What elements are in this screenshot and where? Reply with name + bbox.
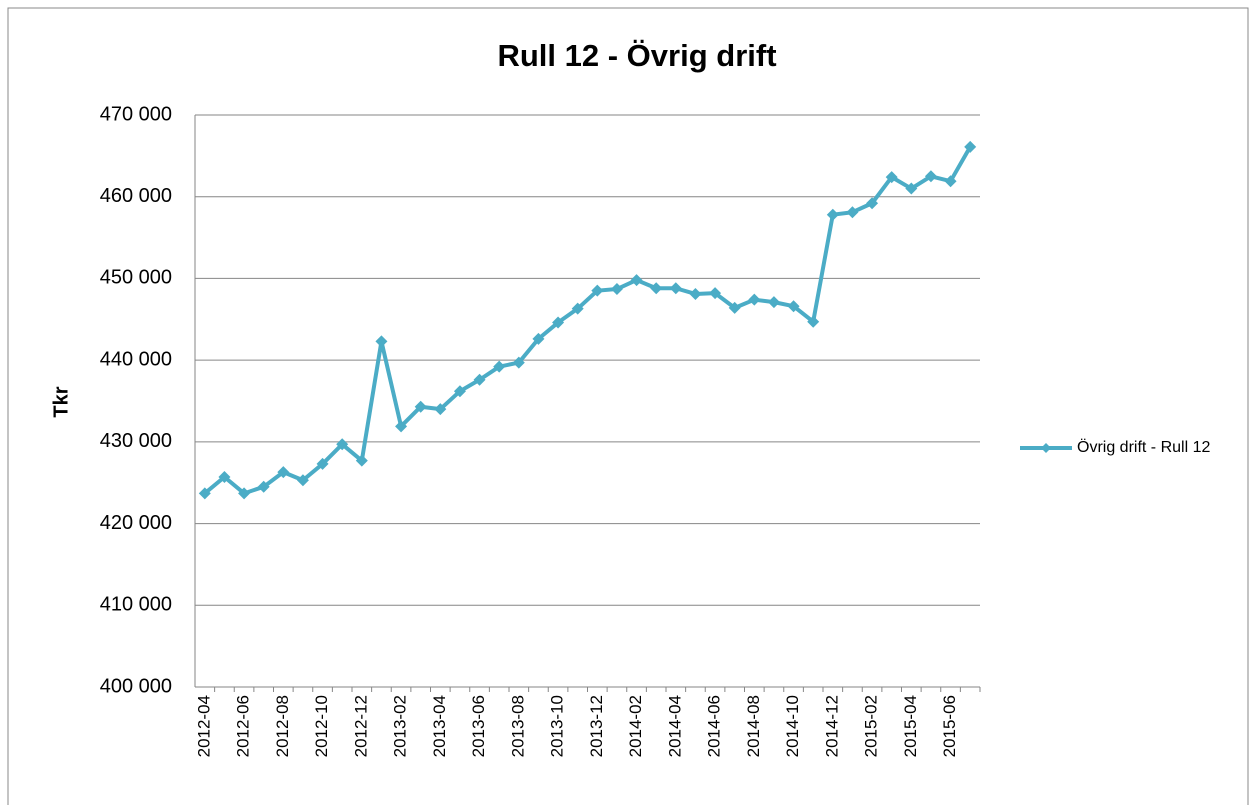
y-axis-label: Tkr xyxy=(50,386,72,417)
chart-frame xyxy=(7,7,1249,805)
x-tick-label: 2014-08 xyxy=(744,695,763,757)
data-point xyxy=(552,316,565,329)
chart-title: Rull 12 - Övrig drift xyxy=(497,38,776,73)
data-point xyxy=(807,315,820,328)
data-point xyxy=(767,296,780,309)
data-point xyxy=(728,301,741,314)
x-tick-label: 2013-02 xyxy=(391,695,410,757)
y-tick-label: 400 000 xyxy=(100,675,172,697)
x-tick-label: 2015-06 xyxy=(940,695,959,757)
x-tick-label: 2012-10 xyxy=(312,695,331,757)
x-tick-label: 2013-12 xyxy=(587,695,606,757)
x-tick-label: 2015-02 xyxy=(862,695,881,757)
data-point xyxy=(944,175,957,188)
y-tick-label: 450 000 xyxy=(100,267,172,289)
legend-marker xyxy=(1041,443,1051,453)
data-point xyxy=(493,360,506,373)
data-point xyxy=(198,487,211,500)
data-point xyxy=(846,206,859,219)
data-point xyxy=(826,208,839,221)
data-point xyxy=(277,466,290,479)
data-point xyxy=(905,182,918,195)
x-tick-label: 2012-04 xyxy=(194,695,213,757)
x-tick-label: 2013-06 xyxy=(469,695,488,757)
y-tick-label: 430 000 xyxy=(100,430,172,452)
y-tick-label: 420 000 xyxy=(100,512,172,534)
data-point xyxy=(669,282,682,295)
data-point xyxy=(512,356,525,369)
x-tick-label: 2014-06 xyxy=(705,695,724,757)
x-tick-label: 2014-02 xyxy=(626,695,645,757)
data-point xyxy=(238,487,251,500)
x-tick-label: 2013-04 xyxy=(430,695,449,757)
y-tick-label: 440 000 xyxy=(100,348,172,370)
x-tick-label: 2014-12 xyxy=(822,695,841,757)
data-point xyxy=(414,400,427,413)
data-point xyxy=(336,438,349,451)
y-tick-label: 460 000 xyxy=(100,185,172,207)
x-tick-label: 2012-12 xyxy=(351,695,370,757)
data-point xyxy=(316,457,329,470)
data-point xyxy=(866,197,879,210)
data-point xyxy=(885,171,898,184)
data-point xyxy=(355,454,368,467)
x-tick-label: 2012-06 xyxy=(234,695,253,757)
x-tick-label: 2014-10 xyxy=(783,695,802,757)
data-point xyxy=(296,474,309,487)
data-point xyxy=(395,420,408,433)
data-point xyxy=(964,140,977,153)
data-point xyxy=(650,282,663,295)
data-point xyxy=(630,274,643,287)
x-tick-label: 2013-10 xyxy=(548,695,567,757)
series-line xyxy=(203,145,972,496)
x-tick-label: 2012-08 xyxy=(273,695,292,757)
legend-label: Övrig drift - Rull 12 xyxy=(1077,438,1210,456)
data-point xyxy=(532,332,545,345)
x-tick-label: 2015-04 xyxy=(901,695,920,757)
data-point xyxy=(473,373,486,386)
data-point xyxy=(924,170,937,183)
x-tick-label: 2013-08 xyxy=(508,695,527,757)
y-tick-label: 470 000 xyxy=(100,103,172,125)
data-point xyxy=(610,283,623,296)
data-point xyxy=(453,385,466,398)
data-point xyxy=(375,335,388,348)
data-point xyxy=(709,287,722,300)
data-point xyxy=(571,302,584,315)
data-point xyxy=(748,293,761,306)
data-point xyxy=(257,480,270,493)
data-point xyxy=(689,287,702,300)
x-tick-label: 2014-04 xyxy=(665,695,684,757)
data-point xyxy=(434,403,447,416)
data-point xyxy=(218,470,231,483)
y-tick-label: 410 000 xyxy=(100,594,172,616)
data-point xyxy=(591,284,604,297)
data-point xyxy=(787,300,800,313)
